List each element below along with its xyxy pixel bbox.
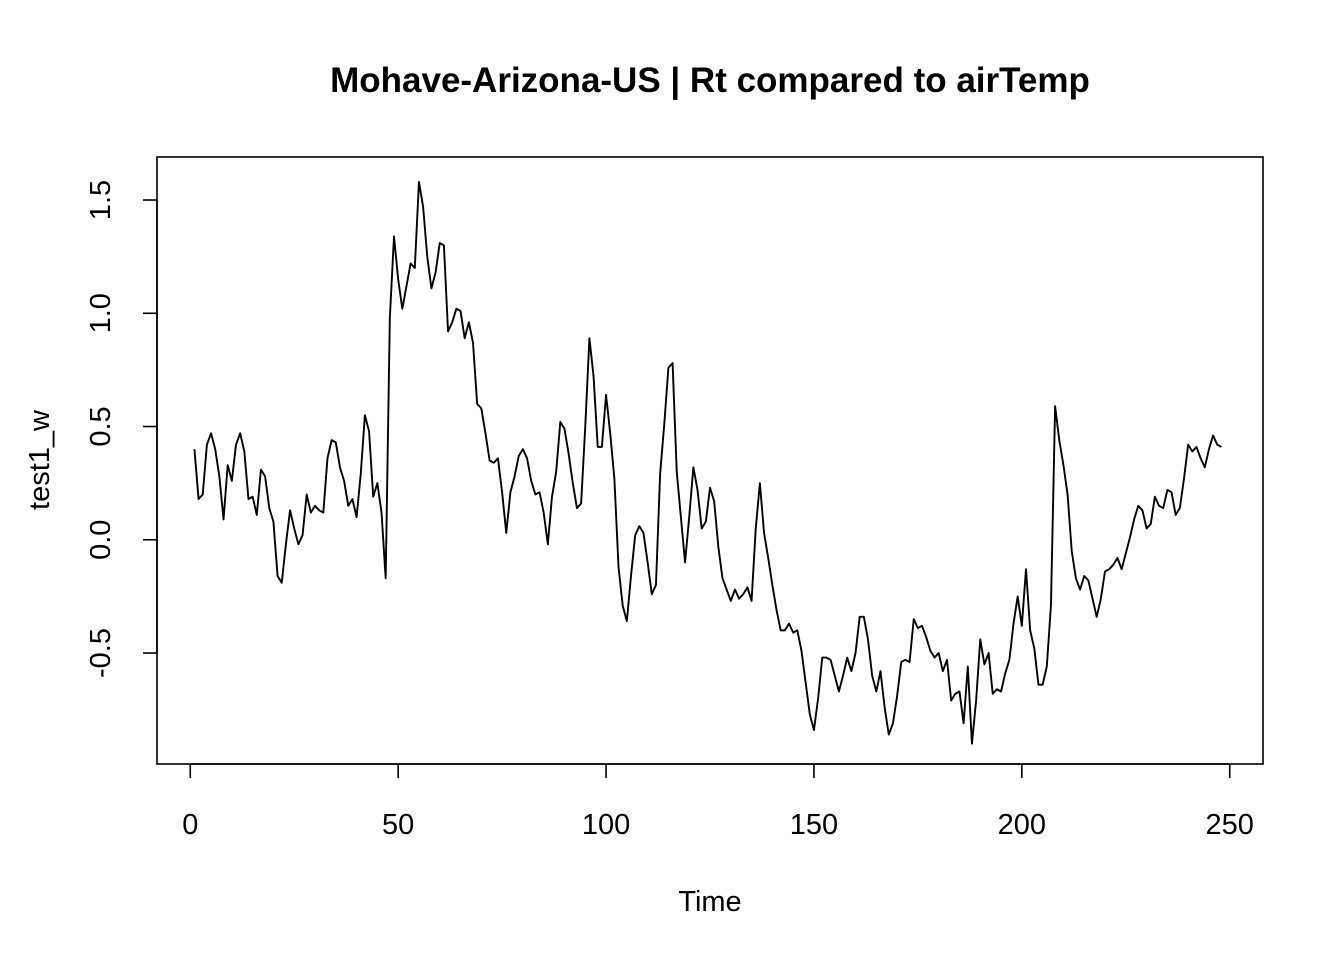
y-tick-label: 0.5 — [85, 406, 117, 446]
x-tick-label: 50 — [382, 809, 414, 841]
x-axis-label: Time — [678, 886, 741, 918]
x-tick-label: 0 — [182, 809, 198, 841]
x-tick-label: 100 — [582, 809, 630, 841]
plot-area-frame — [156, 156, 1264, 765]
y-axis-label: test1_w — [24, 409, 56, 510]
x-tick-label: 200 — [998, 809, 1046, 841]
chart-title: Mohave-Arizona-US | Rt compared to airTe… — [330, 61, 1090, 100]
x-tick-label: 150 — [790, 809, 838, 841]
y-tick-label: 0.0 — [85, 520, 117, 560]
y-tick-label: -0.5 — [85, 628, 117, 678]
data-series-line — [193, 180, 1222, 745]
x-tick-label: 250 — [1206, 809, 1254, 841]
y-tick-label: 1.0 — [85, 293, 117, 333]
y-axis-ticks: -0.5 0.0 0.5 1.0 1.5 — [85, 180, 157, 678]
y-tick-label: 1.5 — [85, 180, 117, 220]
x-axis-ticks: 0 50 100 150 200 250 — [182, 764, 1254, 841]
